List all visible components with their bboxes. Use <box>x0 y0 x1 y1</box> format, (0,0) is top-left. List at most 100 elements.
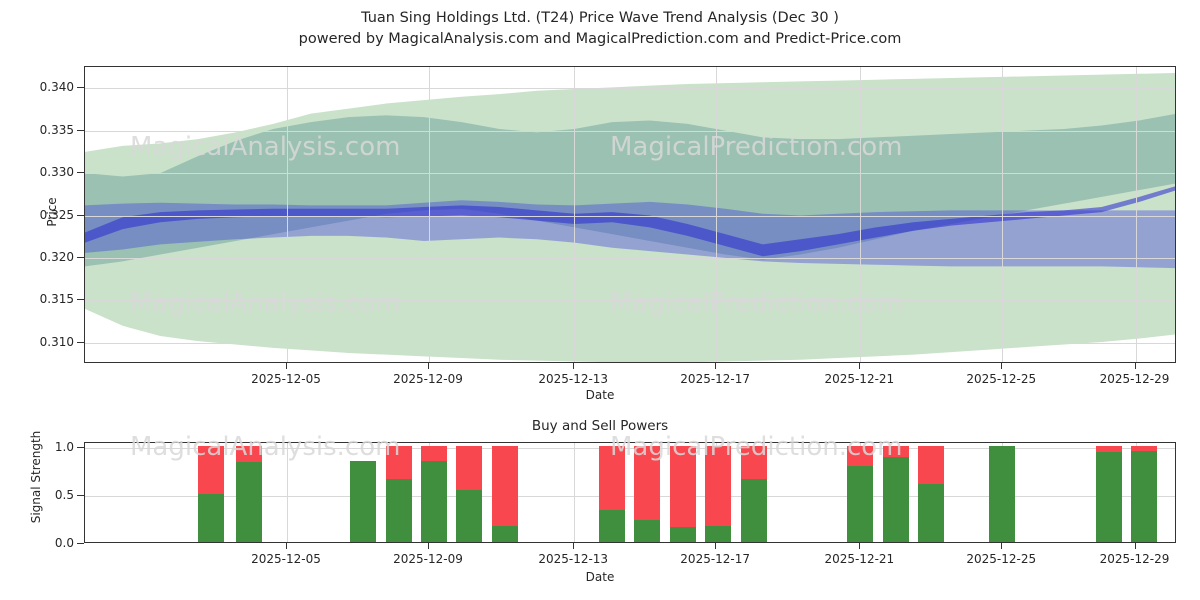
y-axis-tick <box>77 256 84 258</box>
y-axis-tick-label: 0.310 <box>39 334 74 349</box>
y-axis-tick <box>77 172 84 174</box>
price-plot-area <box>84 66 1176 363</box>
gridline-horizontal <box>85 300 1175 302</box>
table-row <box>705 445 732 542</box>
y-axis-tick-label: 0.315 <box>39 292 74 307</box>
sell-power-segment <box>492 445 519 526</box>
y-axis-tick <box>77 129 84 131</box>
buy-power-segment <box>386 478 413 542</box>
buy-power-segment <box>847 466 874 542</box>
x-axis-tick <box>427 363 429 369</box>
table-row <box>989 445 1016 542</box>
buy-power-segment <box>705 525 732 542</box>
buy-power-segment <box>456 490 483 542</box>
buy-power-segment <box>883 457 910 542</box>
table-row <box>883 445 910 542</box>
buy-power-segment <box>634 519 661 542</box>
x-axis-tick <box>1134 363 1136 369</box>
y-axis-tick <box>77 299 84 301</box>
buy-power-segment <box>492 525 519 542</box>
gridline-vertical <box>287 67 289 362</box>
chart-header: Tuan Sing Holdings Ltd. (T24) Price Wave… <box>0 8 1200 50</box>
buy-power-segment <box>1096 451 1123 542</box>
table-row <box>1096 445 1123 542</box>
y-axis-tick <box>77 494 84 496</box>
y-axis-tick-label: 0.325 <box>39 207 74 222</box>
x-axis-tick-label: 2025-12-17 <box>680 552 751 566</box>
x-axis-tick <box>715 363 717 369</box>
x-axis-tick <box>1001 543 1003 549</box>
sell-power-segment <box>599 445 626 511</box>
x-axis-tick-label: 2025-12-13 <box>538 552 609 566</box>
buy-power-segment <box>670 526 697 542</box>
x-axis-tick <box>573 543 575 549</box>
powers-x-axis-title: Date <box>585 570 615 584</box>
y-axis-tick-label: 0.5 <box>54 487 74 502</box>
sell-power-segment <box>1096 445 1123 452</box>
table-row <box>741 445 768 542</box>
table-row <box>350 461 377 542</box>
price-x-axis-title: Date <box>585 388 615 402</box>
x-axis-tick <box>286 543 288 549</box>
sell-power-segment <box>1131 445 1158 451</box>
x-axis-tick <box>859 363 861 369</box>
sell-power-segment <box>235 445 262 463</box>
powers-y-axis-title: Signal Strength <box>29 430 43 524</box>
table-row <box>492 445 519 542</box>
powers-plot-area <box>84 442 1176 543</box>
gridline-vertical <box>1135 67 1137 362</box>
gridline-horizontal <box>85 130 1175 132</box>
gridline-horizontal <box>85 173 1175 175</box>
buy-power-segment <box>918 484 945 542</box>
y-axis-tick <box>77 446 84 448</box>
x-axis-tick-label: 2025-12-05 <box>251 552 321 566</box>
wave-band <box>85 200 1175 269</box>
gridline-vertical <box>716 67 718 362</box>
x-axis-tick <box>715 543 717 549</box>
table-row <box>386 445 413 542</box>
x-axis-tick <box>573 363 575 369</box>
y-axis-tick-label: 0.335 <box>39 122 74 137</box>
table-row <box>918 445 945 542</box>
sell-power-segment <box>705 445 732 526</box>
y-axis-tick <box>77 214 84 216</box>
table-row <box>670 445 697 542</box>
buy-power-segment <box>421 461 448 542</box>
buy-power-segment <box>197 493 224 542</box>
y-axis-tick-label: 0.330 <box>39 165 74 180</box>
gridline-horizontal <box>85 495 1175 497</box>
x-axis-tick-label: 2025-12-09 <box>393 372 463 386</box>
gridline-horizontal <box>85 257 1175 259</box>
x-axis-tick-label: 2025-12-25 <box>966 372 1037 386</box>
buy-power-segment <box>235 462 262 542</box>
y-axis-tick <box>77 87 84 89</box>
sell-power-segment <box>741 445 768 479</box>
gridline-horizontal <box>85 88 1175 90</box>
y-axis-tick <box>77 543 84 544</box>
table-row <box>197 445 224 542</box>
x-axis-tick-label: 2025-12-09 <box>393 552 463 566</box>
x-axis-tick <box>1001 363 1003 369</box>
buy-sell-powers-chart <box>77 442 1176 544</box>
buy-power-segment <box>1131 450 1158 542</box>
x-axis-tick-label: 2025-12-13 <box>538 372 609 386</box>
table-row <box>1131 445 1158 542</box>
page-subtitle: powered by MagicalAnalysis.com and Magic… <box>298 31 902 47</box>
page-title: Tuan Sing Holdings Ltd. (T24) Price Wave… <box>361 10 839 26</box>
x-axis-tick <box>859 543 861 549</box>
gridline-vertical <box>860 67 862 362</box>
sell-power-segment <box>386 445 413 479</box>
gridline-vertical <box>428 67 430 362</box>
y-axis-tick-label: 1.0 <box>54 439 74 454</box>
wave-band <box>85 186 1175 257</box>
sell-power-segment <box>197 445 224 494</box>
buy-power-segment <box>350 461 377 542</box>
gridline-horizontal <box>85 215 1175 217</box>
gridline-vertical <box>574 443 576 542</box>
sell-power-segment <box>670 445 697 527</box>
buy-power-segment <box>599 510 626 542</box>
table-row <box>235 445 262 542</box>
x-axis-tick-label: 2025-12-21 <box>824 552 895 566</box>
price-wave-chart <box>77 66 1176 363</box>
gridline-vertical <box>1002 67 1004 362</box>
